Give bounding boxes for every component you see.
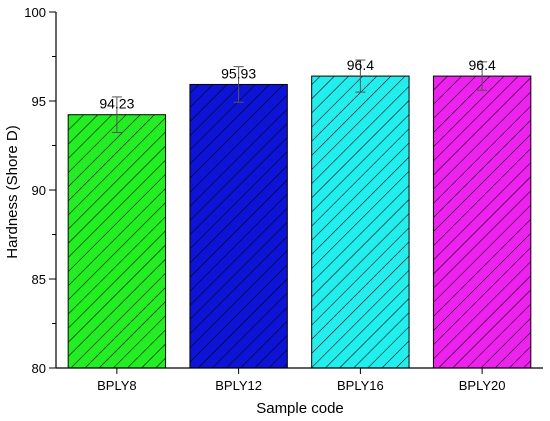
- data-label: 96.4: [469, 57, 496, 73]
- y-tick-label: 95: [32, 94, 46, 109]
- x-axis-label: Sample code: [256, 400, 344, 417]
- x-tick-label: BPLY8: [97, 378, 137, 393]
- y-tick-label: 80: [32, 361, 46, 376]
- data-label: 96.4: [347, 57, 374, 73]
- y-tick-label: 90: [32, 183, 46, 198]
- y-tick-label: 85: [32, 272, 46, 287]
- bar-hatch: [67, 114, 167, 369]
- x-tick-label: BPLY16: [337, 378, 384, 393]
- y-tick-label: 100: [24, 5, 46, 20]
- bars-group: 94.23 95.93 96.4 96.4: [67, 57, 532, 369]
- y-axis-label: Hardness (Shore D): [4, 125, 21, 258]
- data-label: 95.93: [221, 65, 256, 81]
- bar-hatch: [311, 75, 410, 369]
- x-tick-label: BPLY12: [215, 378, 262, 393]
- x-tick-label: BPLY20: [459, 378, 506, 393]
- axes-group: BPLY8 BPLY12 BPLY16 BPLY20 80 85 90 95 100: [24, 5, 543, 393]
- data-label: 94.23: [99, 96, 134, 112]
- bar-hatch: [432, 75, 532, 369]
- bar-hatch: [189, 83, 288, 369]
